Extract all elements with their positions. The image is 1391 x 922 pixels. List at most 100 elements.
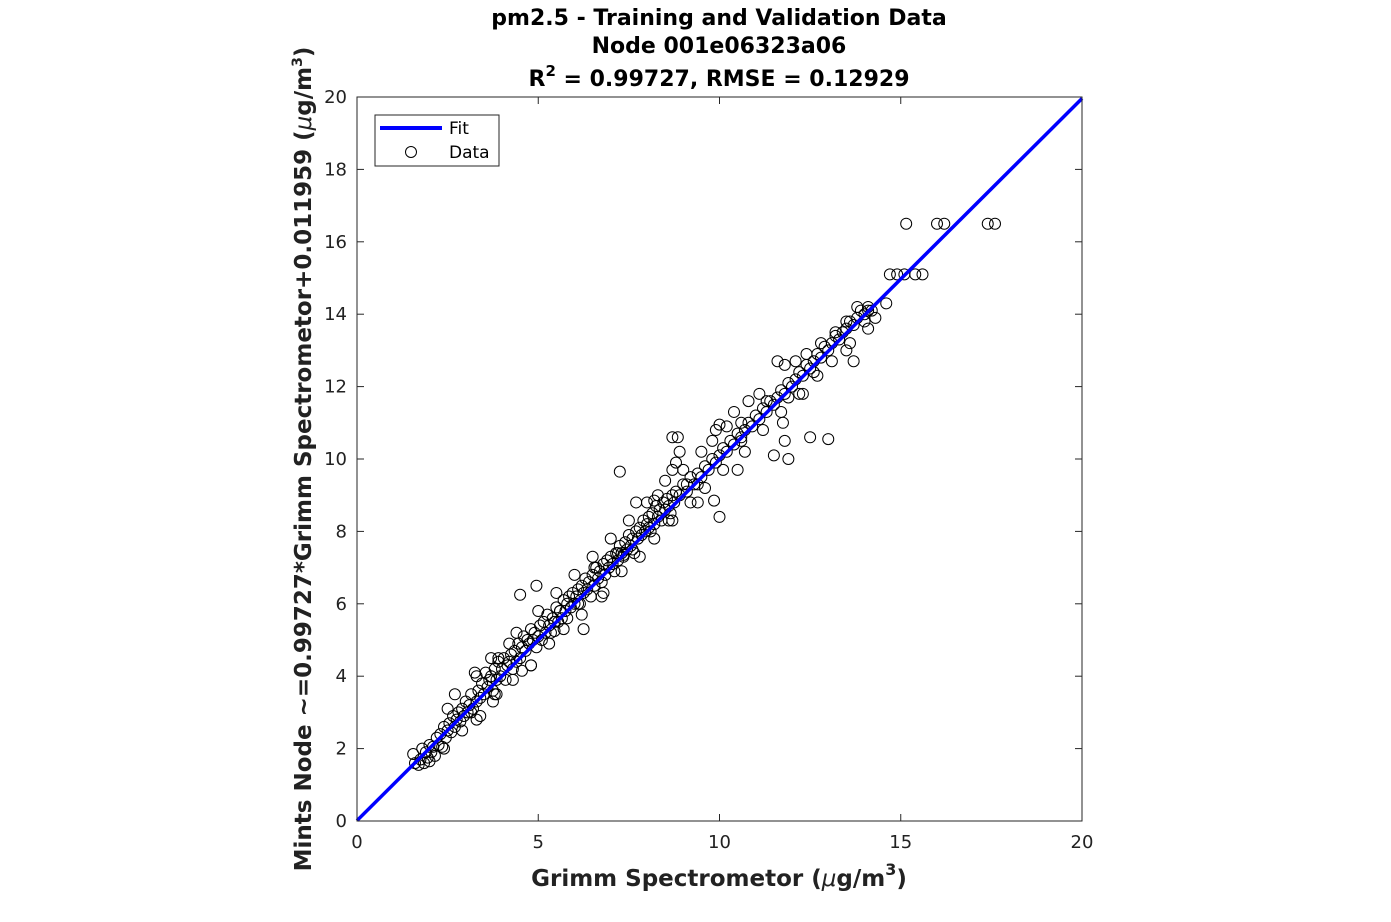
data-point [782, 376, 795, 389]
data-point [840, 344, 853, 357]
data-point [833, 333, 846, 346]
data-point [844, 337, 856, 350]
data-point [633, 550, 646, 563]
data-point [862, 304, 875, 317]
legend-data-swatch [405, 146, 417, 158]
data-point [617, 548, 630, 561]
y-tick-label: 4 [336, 666, 347, 687]
data-point [557, 623, 570, 636]
data-point [514, 588, 527, 601]
r-label: R [528, 67, 545, 92]
data-point [880, 297, 893, 310]
data-point [825, 355, 838, 368]
data-point [738, 445, 751, 458]
legend: Fit Data [374, 114, 500, 167]
data-point [448, 688, 461, 701]
data-point [456, 724, 469, 737]
data-point [728, 438, 740, 451]
data-point [515, 664, 528, 677]
data-point [595, 590, 608, 603]
data-point [869, 311, 882, 324]
data-point [510, 626, 523, 639]
data-point [581, 583, 594, 596]
data-point [717, 463, 730, 476]
data-point [699, 481, 711, 494]
data-point [510, 655, 523, 668]
data-point [771, 355, 784, 368]
y-axis-label-sup: 3 [290, 57, 306, 67]
data-point [796, 369, 809, 382]
data-point [684, 496, 697, 509]
data-point [938, 217, 951, 230]
data-point [670, 456, 682, 469]
data-point [811, 369, 824, 382]
data-point [695, 445, 708, 458]
data-point [470, 670, 483, 683]
data-point [778, 434, 791, 447]
data-point [592, 572, 605, 585]
data-point [981, 217, 994, 230]
y-axis-label-unit: g/m [291, 67, 317, 116]
data-point [642, 521, 655, 534]
data-point [900, 217, 913, 230]
data-point [782, 453, 795, 465]
plot-area-frame [356, 96, 1083, 822]
data-point [485, 652, 498, 665]
data-point [706, 434, 719, 447]
data-point [648, 494, 661, 507]
data-point [639, 525, 652, 538]
axis-ticks: 0 5 10 15 20 0 2 4 6 8 10 12 14 16 18 20 [324, 87, 1093, 853]
data-point [909, 268, 922, 281]
data-point [775, 405, 788, 418]
y-axis-label-prefix: Mints Node ~=0.99727*Grimm Spectrometor+… [291, 130, 317, 871]
data-point [844, 315, 856, 328]
data-point [989, 217, 1001, 230]
data-point [666, 489, 679, 502]
legend-data-label: Data [449, 143, 490, 163]
data-point [622, 514, 635, 527]
data-point [829, 326, 842, 339]
x-axis-label-mu: μ [821, 866, 837, 892]
data-point [757, 424, 769, 437]
data-point [731, 463, 744, 476]
data-point [840, 315, 853, 328]
data-point [695, 471, 708, 484]
data-point [760, 395, 773, 408]
data-point [865, 304, 878, 317]
data-point [577, 586, 590, 599]
data-point [588, 579, 601, 592]
data-point [506, 673, 519, 686]
data-point [604, 532, 617, 545]
data-point [858, 308, 871, 321]
data-point [666, 431, 679, 444]
data-point [428, 749, 441, 762]
x-tick-label: 20 [1071, 832, 1094, 853]
data-point [673, 445, 686, 458]
data-point [767, 449, 780, 462]
data-point [492, 652, 505, 665]
y-axis-label-mu: μ [291, 116, 317, 132]
data-point [568, 568, 581, 581]
data-point [786, 380, 798, 393]
fit-line-group [355, 97, 1084, 822]
data-point [671, 431, 684, 444]
x-axis-label-sup: 3 [885, 860, 896, 879]
data-point [438, 742, 450, 755]
data-point [804, 431, 817, 444]
x-axis-label-suffix: ) [896, 866, 907, 892]
fit-line [355, 97, 1084, 822]
data-point [800, 348, 813, 361]
data-point [735, 416, 748, 429]
y-tick-label: 16 [324, 232, 347, 253]
data-point [691, 496, 704, 509]
data-point [767, 398, 780, 411]
data-point [822, 344, 835, 357]
data-point [577, 623, 590, 636]
x-tick-label: 5 [533, 832, 544, 853]
data-point [680, 485, 693, 498]
x-axis-label-unit: g/m [836, 866, 885, 892]
data-point [550, 586, 563, 599]
data-point [720, 420, 733, 433]
data-point [883, 268, 896, 281]
